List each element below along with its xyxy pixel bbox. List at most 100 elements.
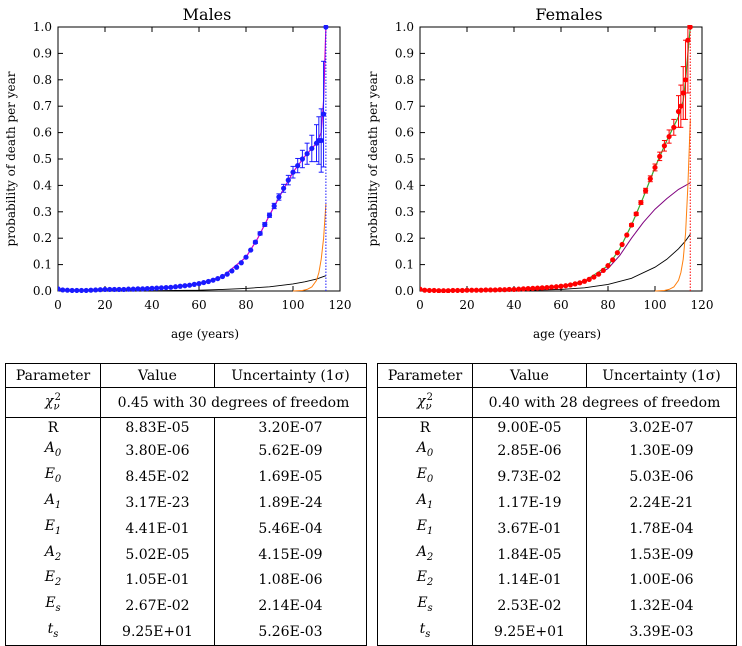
param-value: 2.85E-06	[472, 438, 587, 465]
y-tick-label: 0.5	[395, 152, 414, 166]
data-point	[572, 281, 578, 287]
data-point	[187, 282, 193, 288]
data-point	[591, 274, 597, 280]
table-row: Es 2.67E-02 2.14E-04	[5, 593, 367, 620]
data-point	[525, 286, 531, 292]
param-uncertainty: 5.46E-04	[214, 515, 367, 542]
param-value: 5.02E-05	[100, 541, 215, 568]
header-uncertainty: Uncertainty (1σ)	[214, 363, 367, 388]
x-tick-label: 60	[191, 298, 206, 312]
y-tick-label: 0.5	[33, 152, 52, 166]
param-uncertainty: 1.69E-05	[214, 464, 367, 491]
param-value: 3.80E-06	[100, 438, 215, 465]
param-value: 9.25E+01	[100, 619, 215, 646]
data-point	[149, 285, 155, 291]
y-tick-label: 0.7	[395, 99, 414, 113]
data-point	[450, 287, 456, 293]
param-uncertainty: 1.78E-04	[586, 515, 737, 542]
y-tick-label: 0.1	[395, 258, 414, 272]
data-point	[111, 286, 117, 293]
y-tick-label: 1.0	[33, 20, 52, 34]
plot-area	[420, 25, 693, 293]
table-row: E0 8.45E-02 1.69E-05	[5, 464, 367, 491]
data-point	[455, 287, 461, 293]
data-point	[262, 221, 268, 228]
header-value: Value	[100, 363, 215, 388]
param-name: R	[5, 417, 101, 439]
data-point	[678, 103, 684, 109]
data-point	[647, 176, 653, 182]
param-name: A0	[377, 438, 473, 465]
data-point	[299, 156, 305, 162]
param-name: E2	[5, 567, 101, 594]
data-point	[252, 239, 258, 245]
param-name: A2	[5, 541, 101, 568]
param-value: 4.41E-01	[100, 515, 215, 542]
data-point	[643, 188, 649, 194]
data-point	[516, 286, 522, 292]
y-tick-label: 0.7	[33, 99, 52, 113]
fit-curve-green	[420, 26, 691, 291]
data-point	[464, 287, 470, 293]
x-tick-label: 0	[416, 298, 424, 312]
data-point	[290, 169, 296, 175]
data-point	[671, 124, 677, 130]
data-point	[605, 263, 611, 269]
param-uncertainty: 3.39E-03	[586, 619, 737, 646]
data-point	[520, 286, 526, 292]
param-name: ts	[5, 619, 101, 646]
param-uncertainty: 5.03E-06	[586, 464, 737, 491]
data-point	[320, 111, 327, 117]
table-row: A0 3.80E-06 5.62E-09	[5, 438, 367, 465]
data-point	[78, 287, 85, 293]
y-tick-label: 0.9	[33, 46, 52, 60]
data-point	[619, 241, 625, 248]
data-point	[487, 287, 494, 293]
y-tick-label: 0.1	[33, 258, 52, 272]
data-point	[83, 287, 89, 293]
data-point	[238, 260, 244, 266]
param-uncertainty: 1.89E-24	[214, 490, 367, 516]
data-point	[596, 271, 602, 277]
data-point	[600, 267, 606, 274]
data-point	[116, 286, 122, 293]
data-point	[58, 286, 61, 292]
data-point	[614, 250, 620, 256]
data-point	[563, 283, 569, 289]
fit-curve-purple	[420, 182, 691, 291]
table-row: A2 5.02E-05 4.15E-09	[5, 541, 367, 568]
data-point	[426, 287, 432, 293]
data-point	[191, 281, 197, 287]
chi-square-value: 0.40 with 28 degrees of freedom	[472, 386, 737, 419]
param-name: Es	[5, 593, 101, 620]
data-point	[544, 284, 550, 291]
data-point	[459, 287, 465, 293]
y-tick-label: 0.4	[33, 178, 52, 192]
table-row: A1 1.17E-19 2.24E-21	[377, 490, 737, 516]
data-point	[539, 285, 545, 291]
data-point	[318, 137, 324, 144]
data-point	[121, 286, 127, 293]
y-tick-label: 0.0	[33, 284, 52, 298]
header-parameter: Parameter	[5, 363, 101, 388]
fit-curve-orange	[292, 203, 327, 292]
chi-square-label: χν2	[5, 386, 101, 419]
data-point	[140, 286, 146, 292]
data-point	[422, 287, 428, 293]
data-point	[420, 286, 423, 292]
data-point	[530, 285, 536, 291]
table-row: Es 2.53E-02 1.32E-04	[377, 593, 737, 620]
y-tick-label: 0.6	[395, 126, 414, 140]
data-point	[483, 287, 489, 293]
chart-title: Males	[183, 5, 232, 24]
data-point	[201, 279, 207, 286]
param-value: 2.67E-02	[100, 593, 215, 620]
y-tick-label: 0.9	[395, 46, 414, 60]
data-point	[168, 284, 174, 290]
data-point	[309, 145, 315, 152]
param-value: 1.17E-19	[472, 490, 587, 516]
param-uncertainty: 1.00E-06	[586, 567, 737, 594]
data-point	[478, 287, 484, 293]
table-row: A2 1.84E-05 1.53E-09	[377, 541, 737, 568]
x-tick-label: 80	[600, 298, 615, 312]
